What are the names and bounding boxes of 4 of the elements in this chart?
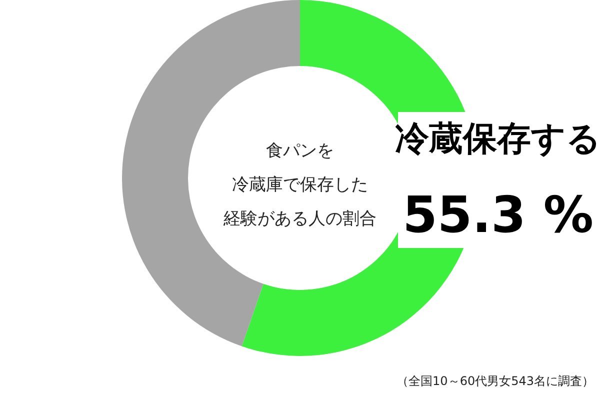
text: （全国10～60代男女543名に調査）: [396, 374, 594, 388]
text: 食パンを冷蔵庫で保存した経験がある人の割合: [222, 141, 376, 229]
data-label: 55.3 %: [402, 186, 594, 244]
slice-label: 冷蔵保存する: [395, 119, 600, 159]
